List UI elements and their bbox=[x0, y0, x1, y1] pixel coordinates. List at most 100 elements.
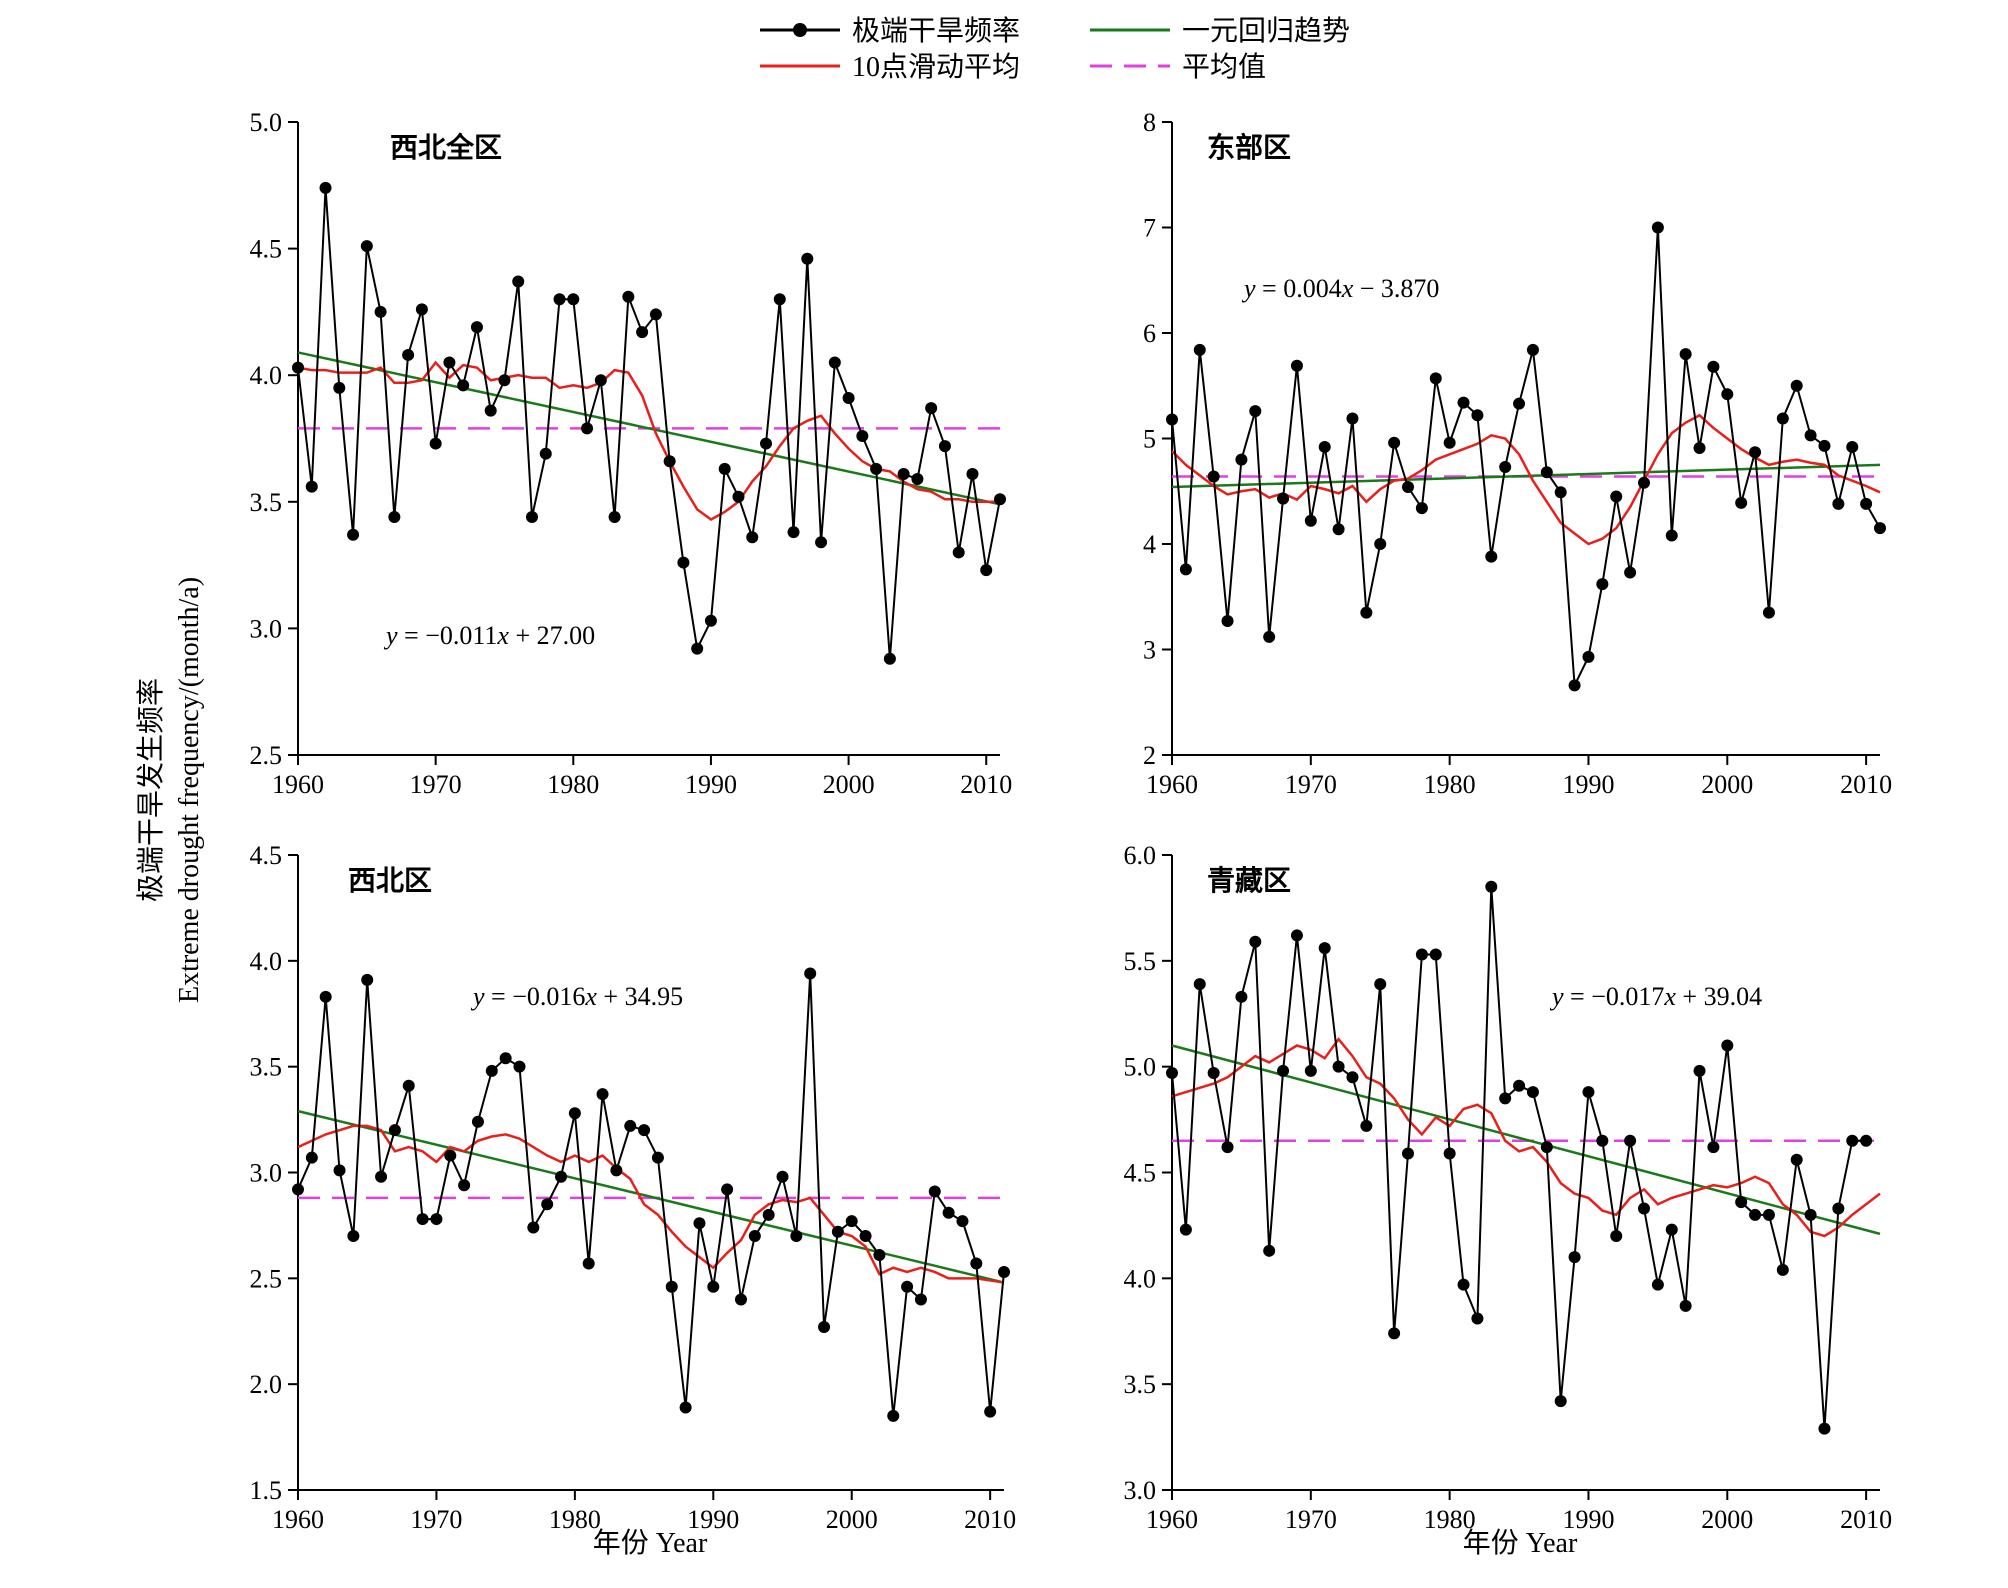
x-tick-label: 1960 bbox=[1146, 1505, 1198, 1534]
y-tick-label: 6 bbox=[1143, 319, 1156, 348]
x-axis-title-bottom-left: 年份 Year bbox=[593, 1527, 708, 1559]
observed-point bbox=[1235, 990, 1248, 1003]
observed-point bbox=[994, 493, 1006, 506]
x-tick-label: 2000 bbox=[1701, 1505, 1753, 1534]
y-tick-label: 3.0 bbox=[250, 614, 283, 643]
observed-point bbox=[952, 546, 965, 559]
observed-point bbox=[1818, 439, 1831, 452]
observed-point bbox=[773, 293, 786, 306]
observed-point bbox=[1304, 1064, 1317, 1077]
observed-point bbox=[1860, 497, 1873, 510]
regression-equation: y = −0.016x + 34.95 bbox=[470, 982, 683, 1011]
observed-point bbox=[1554, 486, 1567, 499]
observed-point bbox=[1443, 436, 1456, 449]
legend: 极端干旱频率 一元回归趋势 10点滑动平均 平均值 bbox=[760, 15, 1350, 83]
observed-point bbox=[1415, 948, 1428, 961]
y-axis-title-cn: 极端干旱发生频率 bbox=[135, 678, 167, 902]
observed-point bbox=[1166, 1067, 1178, 1080]
observed-point bbox=[1499, 1092, 1512, 1105]
observed-point bbox=[1846, 1134, 1859, 1147]
moving-average-line bbox=[1171, 1037, 1881, 1238]
observed-point bbox=[582, 1257, 595, 1270]
observed-point bbox=[746, 531, 759, 544]
observed-point bbox=[718, 462, 731, 475]
observed-point bbox=[1332, 523, 1345, 536]
x-tick-label: 2010 bbox=[960, 770, 1012, 799]
regression-equation: y = −0.011x + 27.00 bbox=[383, 621, 595, 650]
trend-line bbox=[1171, 1044, 1881, 1236]
observed-point bbox=[1485, 550, 1498, 563]
observed-point bbox=[1582, 650, 1595, 663]
x-tick-label: 1970 bbox=[410, 1505, 462, 1534]
observed-point bbox=[1776, 412, 1789, 425]
y-tick-label: 2.0 bbox=[250, 1370, 283, 1399]
observed-point bbox=[1526, 343, 1539, 356]
observed-point bbox=[1360, 606, 1373, 619]
observed-point bbox=[305, 480, 318, 493]
observed-point bbox=[1693, 441, 1706, 454]
observed-point bbox=[1721, 388, 1734, 401]
observed-point bbox=[415, 303, 428, 316]
observed-point bbox=[1540, 1141, 1553, 1154]
observed-point bbox=[1818, 1422, 1831, 1435]
observed-point bbox=[347, 1230, 360, 1242]
observed-point bbox=[512, 275, 525, 288]
observed-point bbox=[787, 526, 800, 539]
observed-point bbox=[471, 1115, 484, 1128]
observed-point bbox=[622, 290, 635, 303]
x-tick-label: 1970 bbox=[1285, 770, 1337, 799]
observed-point bbox=[1277, 492, 1290, 505]
observed-point bbox=[1860, 1134, 1873, 1147]
observed-point bbox=[1207, 1067, 1220, 1080]
observed-point bbox=[1651, 221, 1664, 234]
observed-point bbox=[748, 1230, 761, 1242]
equation-part: = −0.017 bbox=[1564, 982, 1665, 1011]
observed-point bbox=[596, 1088, 609, 1101]
x-tick-label: 1990 bbox=[685, 770, 737, 799]
observed-point bbox=[1332, 1060, 1345, 1073]
y-tick-label: 4.0 bbox=[250, 361, 283, 390]
observed-point bbox=[925, 402, 938, 415]
x-tick-label: 1970 bbox=[1285, 1505, 1337, 1534]
observed-point bbox=[693, 1217, 706, 1230]
x-tick-label: 2000 bbox=[826, 1505, 878, 1534]
y-tick-label: 5.5 bbox=[1124, 947, 1157, 976]
y-tick-label: 3.0 bbox=[250, 1159, 283, 1188]
observed-point bbox=[776, 1170, 789, 1183]
observed-point bbox=[484, 404, 497, 417]
observed-point bbox=[1499, 460, 1512, 473]
observed-point bbox=[911, 473, 924, 486]
observed-point bbox=[1193, 978, 1206, 991]
panel-1: 2.5 3.0 3.5 4.0 4.5 5.0 1960 1970 1980 1990 2000 20… bbox=[250, 108, 1013, 799]
equation-part: − 3.870 bbox=[1353, 274, 1439, 303]
observed-point bbox=[1402, 481, 1414, 494]
observed-point bbox=[870, 462, 883, 475]
moving-average-line bbox=[297, 360, 1000, 522]
observed-line bbox=[1171, 886, 1867, 1429]
panel-title: 西北区 bbox=[348, 865, 432, 897]
observed-point bbox=[347, 528, 360, 541]
observed-point bbox=[1346, 412, 1359, 425]
observed-point bbox=[1665, 529, 1678, 542]
observed-point bbox=[555, 1170, 568, 1183]
x-tick-label: 2000 bbox=[1701, 770, 1753, 799]
equation-part: x bbox=[1341, 274, 1354, 303]
x-tick-label: 2010 bbox=[1840, 1505, 1892, 1534]
observed-point bbox=[1638, 1202, 1650, 1215]
observed-point bbox=[374, 305, 387, 318]
observed-point bbox=[470, 321, 483, 334]
observed-point bbox=[388, 510, 401, 523]
x-tick-label: 1990 bbox=[1562, 1505, 1614, 1534]
observed-point bbox=[443, 356, 456, 369]
observed-point bbox=[608, 510, 621, 523]
legend-label-mean: 平均值 bbox=[1182, 51, 1266, 83]
x-tick-label: 1980 bbox=[1424, 1505, 1476, 1534]
observed-point bbox=[1402, 1147, 1414, 1160]
observed-point bbox=[665, 1280, 678, 1293]
observed-point bbox=[1318, 942, 1331, 955]
y-tick-label: 4.0 bbox=[250, 947, 283, 976]
x-tick-label: 1990 bbox=[687, 1505, 739, 1534]
observed-point bbox=[859, 1230, 872, 1242]
observed-point bbox=[1374, 978, 1387, 991]
